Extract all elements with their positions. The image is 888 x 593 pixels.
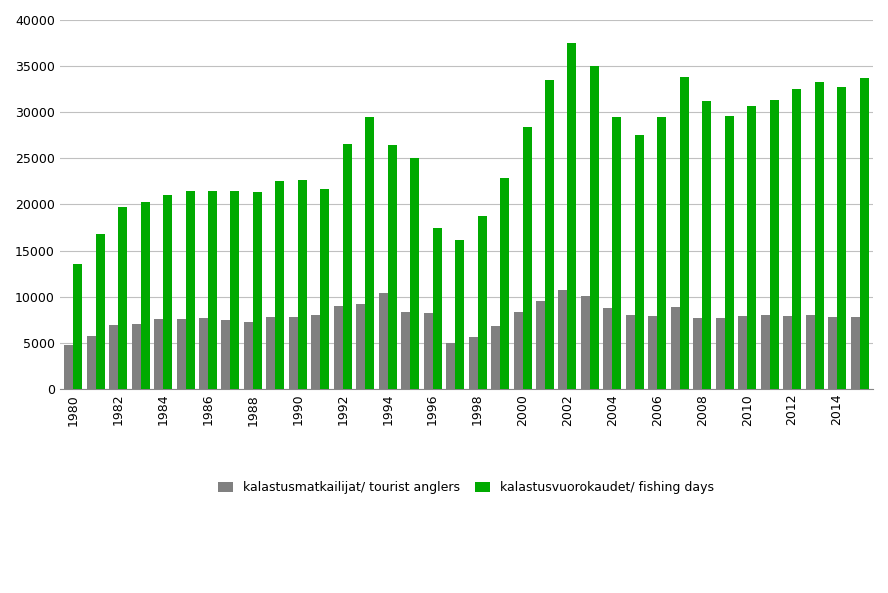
Bar	[851, 317, 860, 389]
Bar	[253, 192, 262, 389]
Bar	[761, 315, 770, 389]
Bar	[770, 100, 779, 389]
Bar	[604, 308, 613, 389]
Bar	[581, 296, 590, 389]
Bar	[670, 307, 680, 389]
Bar	[635, 135, 644, 389]
Bar	[716, 318, 725, 389]
Bar	[456, 240, 464, 389]
Bar	[567, 43, 576, 389]
Bar	[657, 117, 666, 389]
Bar	[244, 321, 253, 389]
Bar	[590, 66, 599, 389]
Bar	[96, 234, 105, 389]
Bar	[321, 189, 329, 389]
Bar	[432, 228, 441, 389]
Bar	[275, 181, 284, 389]
Bar	[221, 320, 231, 389]
Bar	[469, 337, 478, 389]
Bar	[814, 82, 823, 389]
Bar	[87, 336, 96, 389]
Bar	[626, 315, 635, 389]
Bar	[231, 191, 240, 389]
Bar	[379, 293, 388, 389]
Bar	[365, 117, 374, 389]
Bar	[289, 317, 297, 389]
Bar	[163, 195, 172, 389]
Bar	[109, 326, 118, 389]
Bar	[312, 315, 321, 389]
Bar	[478, 216, 487, 389]
Bar	[64, 345, 73, 389]
Bar	[545, 80, 554, 389]
Bar	[747, 106, 757, 389]
Bar	[155, 319, 163, 389]
Bar	[266, 317, 275, 389]
Bar	[783, 316, 792, 389]
Bar	[792, 89, 801, 389]
Bar	[131, 324, 140, 389]
Bar	[491, 326, 500, 389]
Bar	[73, 263, 83, 389]
Bar	[297, 180, 307, 389]
Bar	[343, 144, 352, 389]
Bar	[177, 319, 186, 389]
Bar	[334, 306, 343, 389]
Legend: kalastusmatkailijat/ tourist anglers, kalastusvuorokaudet/ fishing days: kalastusmatkailijat/ tourist anglers, ka…	[213, 476, 719, 499]
Bar	[805, 315, 814, 389]
Bar	[522, 127, 532, 389]
Bar	[860, 78, 868, 389]
Bar	[401, 313, 410, 389]
Bar	[199, 318, 208, 389]
Bar	[829, 317, 837, 389]
Bar	[208, 191, 217, 389]
Bar	[613, 117, 622, 389]
Bar	[410, 158, 419, 389]
Bar	[424, 313, 432, 389]
Bar	[559, 291, 567, 389]
Bar	[186, 191, 194, 389]
Bar	[694, 318, 702, 389]
Bar	[725, 116, 733, 389]
Bar	[648, 316, 657, 389]
Bar	[356, 304, 365, 389]
Bar	[837, 87, 846, 389]
Bar	[500, 178, 509, 389]
Bar	[738, 316, 747, 389]
Bar	[446, 343, 456, 389]
Bar	[702, 101, 711, 389]
Bar	[388, 145, 397, 389]
Bar	[118, 208, 127, 389]
Bar	[680, 77, 689, 389]
Bar	[140, 202, 149, 389]
Bar	[536, 301, 545, 389]
Bar	[513, 313, 522, 389]
